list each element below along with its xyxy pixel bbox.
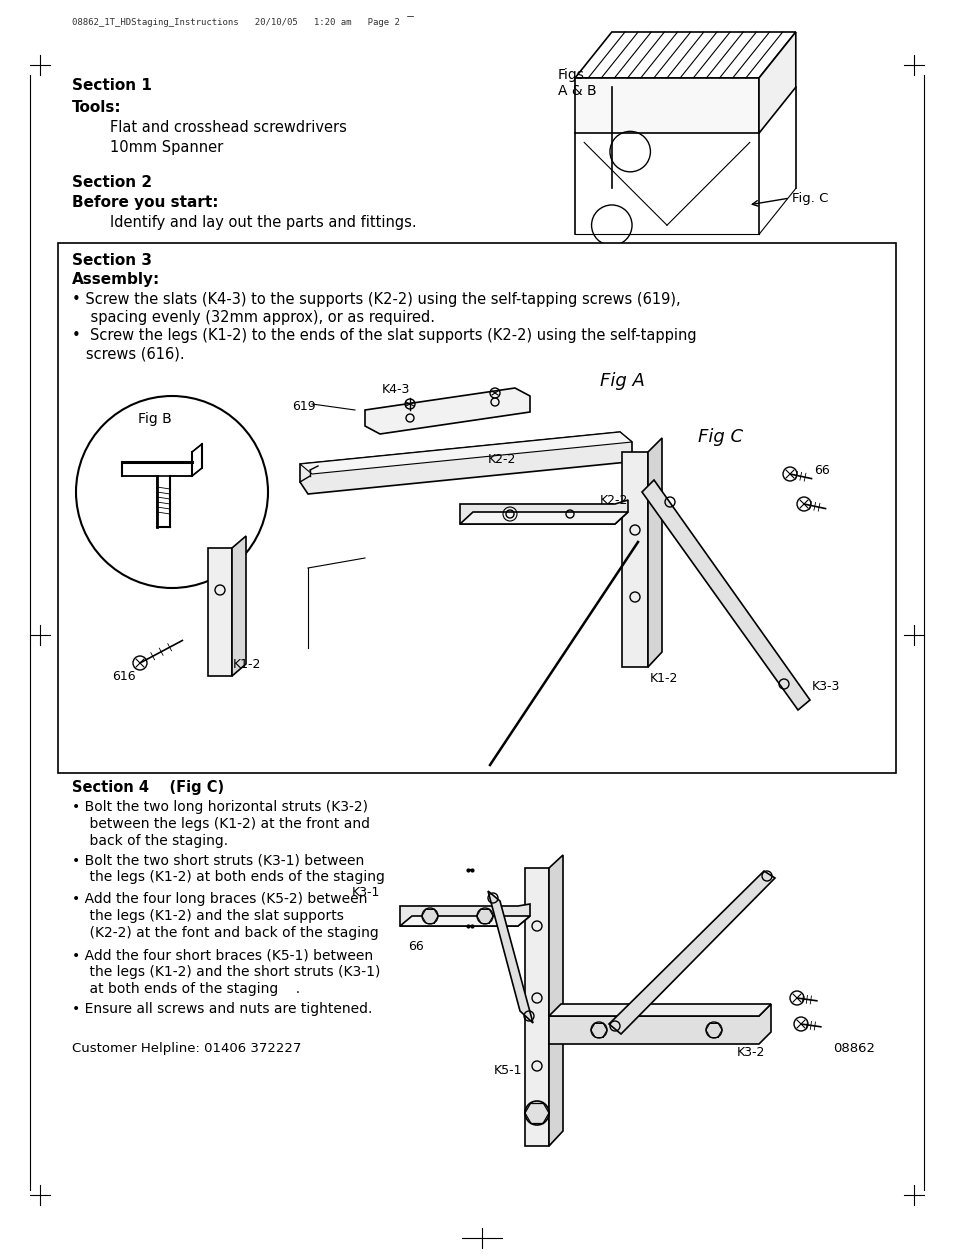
Text: 10mm Spanner: 10mm Spanner [110, 140, 223, 155]
Text: the legs (K1-2) at both ends of the staging: the legs (K1-2) at both ends of the stag… [71, 870, 384, 884]
Text: Flat and crosshead screwdrivers: Flat and crosshead screwdrivers [110, 120, 347, 135]
Text: back of the staging.: back of the staging. [71, 833, 228, 849]
Text: screws (616).: screws (616). [71, 346, 185, 361]
Text: K2-2: K2-2 [599, 494, 628, 507]
Text: 66: 66 [408, 940, 423, 953]
Polygon shape [488, 891, 533, 1024]
Text: • Bolt the two long horizontal struts (K3-2): • Bolt the two long horizontal struts (K… [71, 799, 368, 815]
Text: • Ensure all screws and nuts are tightened.: • Ensure all screws and nuts are tighten… [71, 1002, 372, 1016]
Text: • Add the four long braces (K5-2) between: • Add the four long braces (K5-2) betwee… [71, 891, 367, 906]
Circle shape [76, 397, 268, 588]
Text: Section 2: Section 2 [71, 175, 152, 190]
Polygon shape [459, 512, 627, 524]
Polygon shape [208, 548, 232, 676]
Circle shape [705, 1022, 721, 1037]
Text: Fig A: Fig A [599, 371, 644, 390]
Polygon shape [399, 917, 530, 927]
Text: (K2-2) at the font and back of the staging: (K2-2) at the font and back of the stagi… [71, 927, 378, 940]
Text: spacing evenly (32mm approx), or as required.: spacing evenly (32mm approx), or as requ… [71, 310, 435, 325]
Circle shape [421, 908, 437, 924]
Text: • Screw the slats (K4-3) to the supports (K2-2) using the self-tapping screws (6: • Screw the slats (K4-3) to the supports… [71, 292, 679, 307]
Text: K1-2: K1-2 [649, 672, 678, 685]
Text: Fig C: Fig C [698, 428, 742, 446]
Text: Before you start:: Before you start: [71, 195, 218, 210]
Polygon shape [621, 452, 647, 667]
Polygon shape [548, 855, 562, 1146]
Polygon shape [575, 78, 759, 133]
Text: K5-1: K5-1 [494, 1064, 522, 1076]
Text: K4-3: K4-3 [381, 383, 410, 397]
Text: A & B: A & B [558, 84, 596, 98]
Polygon shape [299, 432, 631, 494]
Text: 66: 66 [813, 465, 829, 477]
Text: between the legs (K1-2) at the front and: between the legs (K1-2) at the front and [71, 817, 370, 831]
Text: at both ends of the staging    .: at both ends of the staging . [71, 982, 300, 996]
Text: the legs (K1-2) and the short struts (K3-1): the legs (K1-2) and the short struts (K3… [71, 964, 380, 980]
Text: • Bolt the two short struts (K3-1) between: • Bolt the two short struts (K3-1) betwe… [71, 854, 364, 867]
Text: K1-2: K1-2 [233, 658, 261, 671]
Polygon shape [399, 904, 530, 927]
Text: Figs.: Figs. [558, 68, 589, 82]
Text: Fig B: Fig B [138, 412, 172, 426]
Polygon shape [647, 438, 661, 667]
Polygon shape [524, 867, 548, 1146]
Circle shape [476, 908, 493, 924]
Text: K2-2: K2-2 [488, 453, 516, 466]
Polygon shape [459, 500, 627, 524]
Text: Identify and lay out the parts and fittings.: Identify and lay out the parts and fitti… [110, 215, 416, 230]
Text: • Add the four short braces (K5-1) between: • Add the four short braces (K5-1) betwe… [71, 948, 373, 962]
Text: Section 4    (Fig C): Section 4 (Fig C) [71, 781, 224, 794]
Text: 08862_1T_HDStaging_Instructions   20/10/05   1:20 am   Page 2: 08862_1T_HDStaging_Instructions 20/10/05… [71, 18, 399, 26]
Text: the legs (K1-2) and the slat supports: the legs (K1-2) and the slat supports [71, 909, 343, 923]
Text: K3-2: K3-2 [737, 1046, 764, 1059]
Text: 08862: 08862 [832, 1042, 874, 1055]
Text: Section 1: Section 1 [71, 78, 152, 93]
Text: K3-1: K3-1 [352, 886, 380, 899]
Polygon shape [608, 871, 774, 1034]
Polygon shape [365, 388, 530, 434]
Text: Customer Helpline: 01406 372227: Customer Helpline: 01406 372227 [71, 1042, 301, 1055]
Text: Fig. C: Fig. C [791, 193, 827, 205]
Text: Section 3: Section 3 [71, 253, 152, 268]
FancyBboxPatch shape [58, 243, 895, 773]
Circle shape [524, 1102, 548, 1126]
Polygon shape [759, 31, 795, 133]
Polygon shape [641, 480, 809, 710]
Text: K3-3: K3-3 [811, 680, 840, 692]
Polygon shape [548, 1003, 770, 1016]
Polygon shape [232, 536, 246, 676]
Polygon shape [299, 432, 631, 473]
Text: 616: 616 [112, 670, 135, 682]
Polygon shape [548, 1003, 770, 1044]
Text: •  Screw the legs (K1-2) to the ends of the slat supports (K2-2) using the self-: • Screw the legs (K1-2) to the ends of t… [71, 329, 696, 342]
Text: Assembly:: Assembly: [71, 272, 160, 287]
Text: 619: 619 [292, 400, 315, 413]
Text: Tools:: Tools: [71, 99, 121, 115]
Polygon shape [575, 31, 795, 78]
Circle shape [590, 1022, 606, 1037]
